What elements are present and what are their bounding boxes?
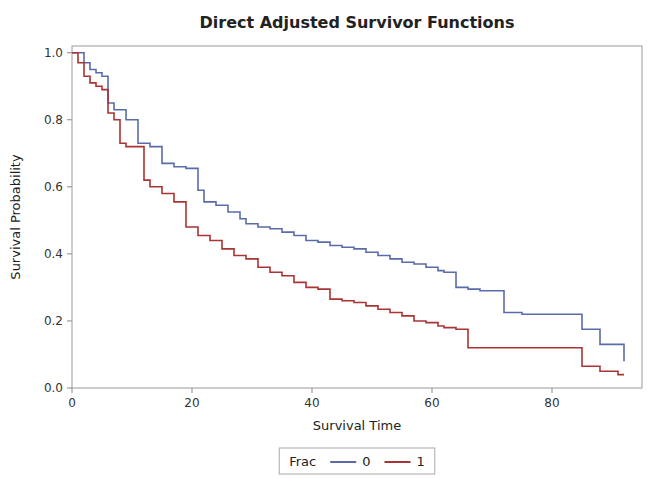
- y-tick: [67, 320, 72, 321]
- x-tick-label: 0: [68, 396, 76, 410]
- legend-entry: 0: [362, 454, 370, 469]
- x-tick: [72, 388, 73, 393]
- y-tick: [67, 388, 72, 389]
- legend: Frac 0 1: [279, 448, 435, 474]
- plot-area: [72, 46, 642, 388]
- legend-swatch: [330, 461, 356, 463]
- x-tick: [432, 388, 433, 393]
- y-tick-label: 0.0: [44, 381, 63, 395]
- plot-frame: [72, 46, 642, 388]
- y-tick-label: 0.4: [44, 247, 63, 261]
- y-tick-label: 1.0: [44, 46, 63, 60]
- x-tick-label: 80: [544, 396, 559, 410]
- legend-entry: 1: [417, 454, 425, 469]
- y-tick: [67, 253, 72, 254]
- x-tick: [312, 388, 313, 393]
- y-axis-label: Survival Probability: [8, 154, 23, 280]
- legend-box: [279, 448, 435, 474]
- x-tick-label: 40: [304, 396, 319, 410]
- step-line: [72, 53, 624, 375]
- chart: Direct Adjusted Survivor Functions 0 20 40 6…: [0, 0, 666, 500]
- x-tick-label: 20: [184, 396, 199, 410]
- legend-swatch: [385, 461, 411, 463]
- x-tick: [192, 388, 193, 393]
- y-tick: [67, 52, 72, 53]
- x-tick-label: 60: [424, 396, 439, 410]
- series-group: [72, 53, 624, 375]
- x-axis-label: Survival Time: [313, 418, 401, 433]
- y-tick: [67, 119, 72, 120]
- y-tick-label: 0.2: [44, 314, 63, 328]
- y-tick-label: 0.8: [44, 113, 63, 127]
- title: Direct Adjusted Survivor Functions: [199, 13, 514, 32]
- legend-title: Frac: [289, 454, 316, 469]
- y-tick: [67, 186, 72, 187]
- x-tick: [552, 388, 553, 393]
- step-line: [72, 53, 624, 361]
- y-tick-label: 0.6: [44, 180, 63, 194]
